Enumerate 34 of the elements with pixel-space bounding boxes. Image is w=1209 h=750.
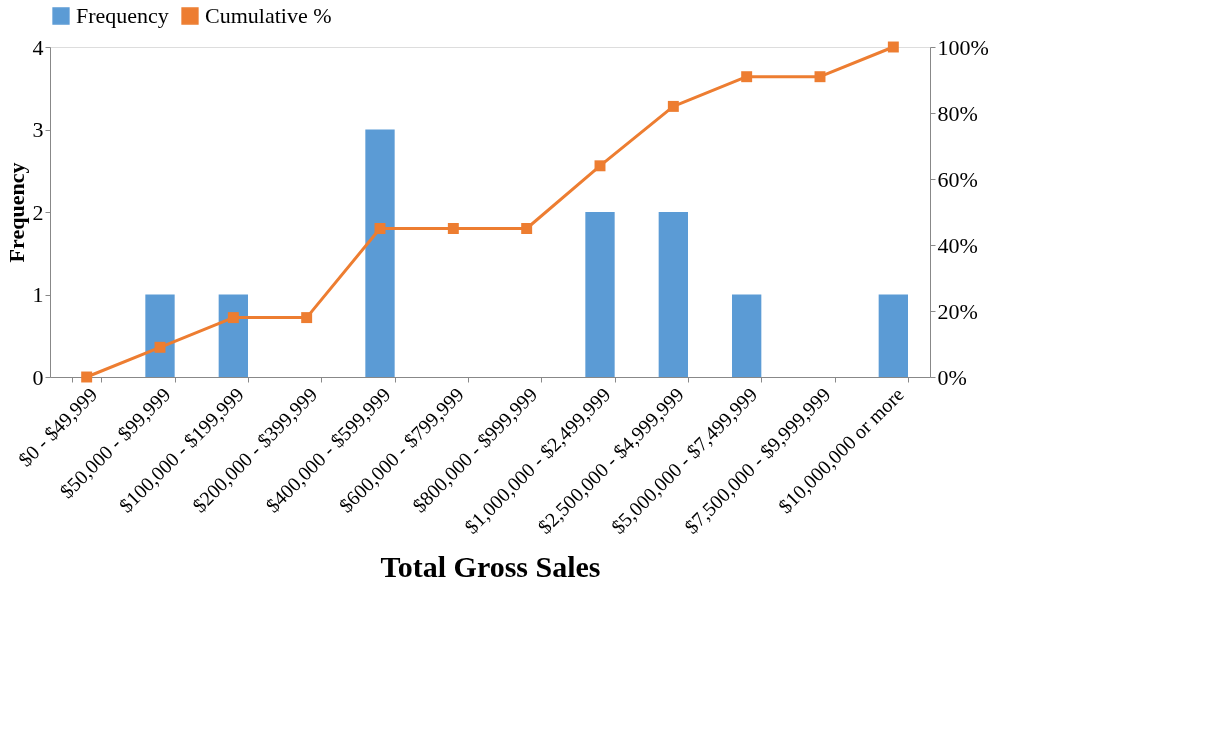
point: [814, 71, 826, 83]
point: [594, 160, 606, 172]
bar: [732, 294, 762, 377]
y-tick-label: 2: [32, 199, 44, 225]
y-tick-label: 3: [32, 117, 44, 142]
bar: [145, 294, 175, 377]
x-axis-title: Total Gross Sales: [380, 549, 601, 583]
y-axis-title: Frequency: [3, 162, 29, 263]
y-tick-label: 0: [32, 364, 44, 390]
bar: [878, 294, 908, 377]
point: [374, 223, 386, 234]
y2-tick-label: 40%: [937, 232, 978, 258]
y2-tick-label: 100%: [937, 34, 989, 60]
point: [301, 312, 313, 324]
bar: [218, 294, 248, 377]
legend-label: Frequency: [76, 3, 169, 28]
y2-tick-label: 60%: [937, 166, 978, 192]
point: [521, 223, 533, 234]
bar: [585, 212, 615, 377]
y-tick-label: 4: [32, 34, 44, 60]
point: [887, 41, 899, 53]
y2-tick-label: 20%: [937, 298, 978, 324]
y2-tick-label: 0%: [937, 364, 967, 390]
point: [447, 223, 459, 234]
bar: [365, 129, 395, 377]
point: [227, 312, 239, 324]
point: [81, 371, 93, 383]
point: [667, 100, 679, 112]
point: [154, 341, 166, 353]
bar: [658, 212, 688, 377]
y-tick-label: 1: [32, 282, 44, 307]
legend-label: Cumulative %: [205, 3, 332, 28]
y2-tick-label: 80%: [937, 100, 978, 126]
point: [741, 71, 753, 83]
